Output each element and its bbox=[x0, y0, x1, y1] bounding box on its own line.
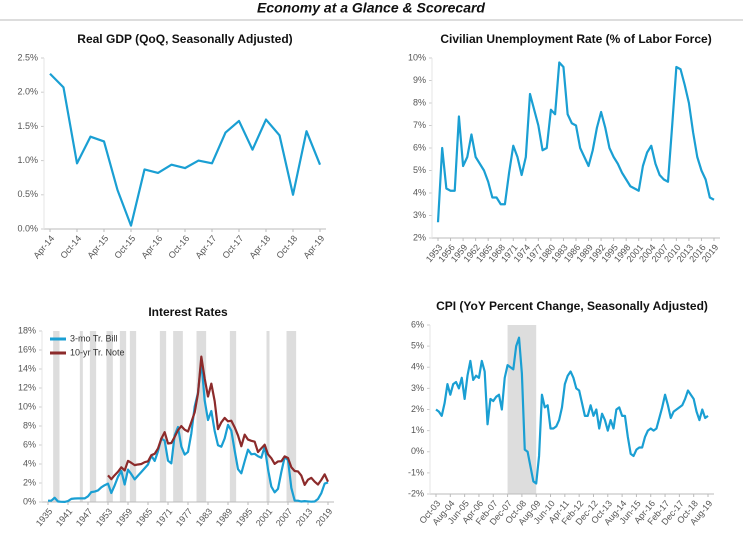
y-tick-label: 3% bbox=[411, 383, 424, 393]
x-tick-label: Apr-16 bbox=[139, 233, 164, 260]
x-tick-label: 1941 bbox=[54, 506, 75, 528]
chart-title: Interest Rates bbox=[148, 305, 228, 319]
x-tick-label: 1989 bbox=[214, 506, 235, 528]
y-tick-label: 5% bbox=[411, 341, 424, 351]
y-tick-label: 7% bbox=[413, 120, 426, 130]
x-tick-label: Apr-17 bbox=[193, 233, 218, 260]
x-tick-label: Apr-14 bbox=[31, 233, 56, 260]
shaded-period bbox=[53, 331, 60, 502]
y-tick-label: 10% bbox=[18, 401, 36, 411]
y-tick-label: 5% bbox=[413, 165, 426, 175]
x-tick-label: 1995 bbox=[234, 506, 255, 528]
series-line bbox=[107, 355, 330, 486]
y-tick-label: 6% bbox=[411, 319, 424, 329]
x-tick-label: Apr-15 bbox=[85, 233, 110, 260]
shaded-period bbox=[89, 331, 97, 502]
chart-title: CPI (YoY Percent Change, Seasonally Adju… bbox=[436, 299, 708, 313]
y-tick-label: 4% bbox=[23, 458, 36, 468]
y-tick-label: -1% bbox=[408, 467, 424, 477]
x-tick-label: 2019 bbox=[314, 506, 335, 528]
shaded-period bbox=[119, 331, 127, 502]
x-tick-label: Apr-18 bbox=[247, 233, 272, 260]
x-tick-label: 2007 bbox=[274, 506, 295, 528]
page-title: Economy at a Glance & Scorecard bbox=[257, 0, 485, 16]
y-tick-label: 0% bbox=[411, 446, 424, 456]
y-tick-label: 0.5% bbox=[17, 189, 38, 199]
y-tick-label: 2% bbox=[413, 232, 426, 242]
x-tick-label: Oct-17 bbox=[220, 233, 245, 260]
shaded-period bbox=[229, 331, 237, 502]
x-tick-label: 1977 bbox=[174, 506, 195, 528]
x-tick-label: Apr-19 bbox=[301, 233, 326, 260]
y-tick-label: 1.5% bbox=[17, 121, 38, 131]
y-tick-label: 6% bbox=[413, 142, 426, 152]
x-tick-label: 1947 bbox=[74, 506, 95, 528]
y-tick-label: 12% bbox=[18, 382, 36, 392]
x-tick-label: Oct-15 bbox=[112, 233, 137, 260]
x-tick-label: 2001 bbox=[254, 506, 275, 528]
shaded-period bbox=[196, 331, 207, 502]
legend-label: 10-yr Tr. Note bbox=[70, 347, 125, 357]
chart-title: Real GDP (QoQ, Seasonally Adjusted) bbox=[77, 32, 292, 46]
shaded-period bbox=[266, 331, 270, 502]
shaded-period bbox=[286, 331, 297, 502]
y-tick-label: 3% bbox=[413, 210, 426, 220]
series-line bbox=[435, 336, 709, 485]
y-tick-label: 6% bbox=[23, 439, 36, 449]
x-tick-label: Oct-16 bbox=[166, 233, 191, 260]
x-tick-label: Oct-18 bbox=[274, 233, 299, 260]
y-tick-label: 9% bbox=[413, 75, 426, 85]
y-tick-label: -2% bbox=[408, 488, 424, 498]
y-tick-label: 8% bbox=[23, 420, 36, 430]
y-tick-label: 4% bbox=[411, 362, 424, 372]
series-line bbox=[48, 360, 329, 503]
shaded-period bbox=[106, 331, 113, 502]
y-tick-label: 8% bbox=[413, 97, 426, 107]
chart-title: Civilian Unemployment Rate (% of Labor F… bbox=[440, 32, 711, 46]
shaded-period bbox=[79, 331, 83, 502]
x-tick-label: 1965 bbox=[134, 506, 155, 528]
y-tick-label: 4% bbox=[413, 187, 426, 197]
y-tick-label: 0.0% bbox=[17, 223, 38, 233]
y-tick-label: 1.0% bbox=[17, 155, 38, 165]
y-tick-label: 18% bbox=[18, 325, 36, 335]
legend-label: 3-mo Tr. Bill bbox=[70, 333, 118, 343]
y-tick-label: 2.5% bbox=[17, 52, 38, 62]
y-tick-label: 14% bbox=[18, 363, 36, 373]
y-tick-label: 2% bbox=[411, 404, 424, 414]
x-tick-label: 2013 bbox=[294, 506, 315, 528]
shaded-period bbox=[173, 331, 183, 502]
y-tick-label: 2.0% bbox=[17, 87, 38, 97]
x-tick-label: 1959 bbox=[114, 506, 135, 528]
x-tick-label: 1983 bbox=[194, 506, 215, 528]
shaded-period bbox=[129, 331, 137, 502]
shaded-period bbox=[159, 331, 167, 502]
y-tick-label: 10% bbox=[408, 52, 426, 62]
x-tick-label: 1953 bbox=[94, 506, 115, 528]
y-tick-label: 0% bbox=[23, 496, 36, 506]
x-tick-label: Oct-14 bbox=[58, 233, 83, 260]
series-line bbox=[49, 72, 322, 227]
x-tick-label: 1935 bbox=[34, 506, 55, 528]
series-line bbox=[436, 61, 715, 223]
y-tick-label: 2% bbox=[23, 477, 36, 487]
x-tick-label: 1971 bbox=[154, 506, 175, 528]
y-tick-label: 16% bbox=[18, 344, 36, 354]
y-tick-label: 1% bbox=[411, 425, 424, 435]
